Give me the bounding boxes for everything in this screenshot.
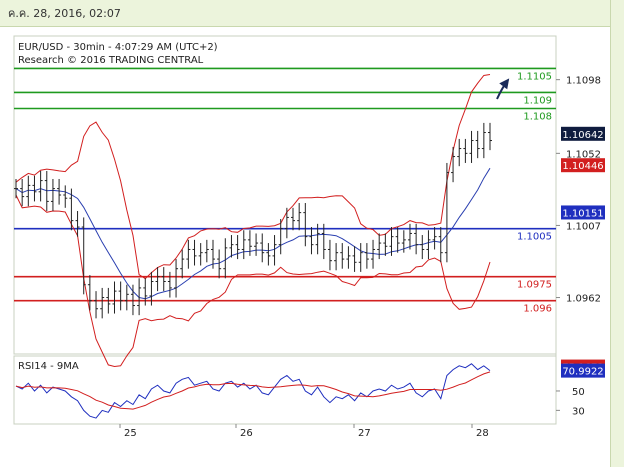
datetime-label: ค.ค. 28, 2016, 02:07 (8, 7, 121, 20)
y-tick-label: 1.0962 (566, 294, 601, 305)
level-label-2: 1.108 (523, 111, 552, 122)
y-tick-label: 1.1052 (566, 149, 601, 160)
rsi-tag-label-1: 70.9922 (562, 367, 603, 378)
level-label-3: 1.1005 (517, 232, 552, 243)
rsi-tag-1 (561, 363, 605, 378)
price-tag-0 (561, 126, 605, 141)
price-tag-label-2: 1.10151 (562, 208, 603, 219)
date-header: ค.ค. 28, 2016, 02:07 (0, 0, 610, 27)
price-tag-1 (561, 158, 605, 173)
level-label-1: 1.109 (523, 95, 552, 106)
side-strip (610, 0, 624, 467)
y-tick-label: 1.1098 (566, 76, 601, 87)
x-tick-label: 27 (358, 428, 371, 439)
level-label-4: 1.0975 (517, 280, 552, 291)
x-tick-label: 28 (476, 428, 489, 439)
forecast-arrow (496, 78, 510, 100)
price-tag-label-1: 1.10446 (562, 161, 603, 172)
rsi-line (15, 363, 491, 419)
rsi-tick-label: 50 (572, 387, 585, 398)
level-label-0: 1.1105 (517, 71, 552, 82)
bollinger-upper (15, 74, 491, 280)
x-tick-label: 26 (240, 428, 253, 439)
price-tag-label-0: 1.10642 (562, 130, 603, 141)
bollinger-lower (15, 194, 491, 368)
moving-average (15, 167, 491, 300)
rsi-ma-line (15, 371, 491, 410)
price-tag-2 (561, 205, 605, 220)
chart-title: EUR/USD - 30min - 4:07:29 AM (UTC+2) (18, 42, 218, 53)
x-tick-label: 25 (124, 428, 137, 439)
rsi-title: RSI14 - 9MA (18, 361, 79, 372)
rsi-tick-label: 30 (572, 406, 585, 417)
level-label-5: 1.096 (523, 304, 552, 315)
chart-subtitle: Research © 2016 TRADING CENTRAL (18, 55, 204, 66)
y-tick-label: 1.1007 (566, 221, 601, 232)
